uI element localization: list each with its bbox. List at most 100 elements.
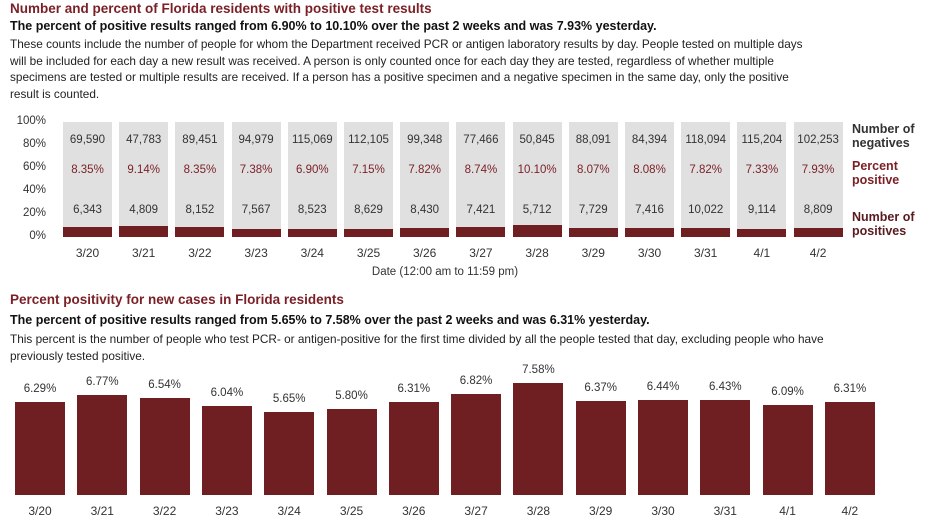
chart1-percent-label: 8.35% <box>183 164 217 176</box>
chart1-positives-bar <box>568 227 618 237</box>
chart2-bar <box>513 383 564 495</box>
chart2-bar <box>638 399 688 495</box>
chart2-value-label: 6.31% <box>397 382 431 395</box>
chart1-description: These counts include the number of peopl… <box>10 37 803 101</box>
chart1-negatives-label: 99,348 <box>407 134 443 146</box>
chart1-subtitle: The percent of positive results ranged f… <box>10 19 657 33</box>
chart2-value-label: 7.58% <box>522 364 555 376</box>
chart2-xtick: 3/26 <box>402 504 426 518</box>
chart1-percent-label: 7.15% <box>352 164 385 176</box>
chart1-xtick: 3/30 <box>637 246 662 260</box>
legend-percent-positive: Percent positive <box>852 159 900 187</box>
chart2-bar <box>77 394 128 495</box>
chart1-negatives-bar <box>175 122 225 228</box>
chart2-value-label: 6.44% <box>646 380 680 393</box>
chart2-description: This percent is the number of people who… <box>10 332 824 363</box>
chart1-negatives-label: 115,069 <box>291 134 333 146</box>
chart1-xtick: 3/22 <box>188 246 212 260</box>
chart2-value-label: 5.80% <box>335 390 368 403</box>
chart1: 100% 80% 60% 40% 20% 0% 69,590 8.35% 6,343 3/20 47… <box>16 115 843 260</box>
chart1-negatives-label: 118,094 <box>685 134 727 146</box>
chart2-value-label: 6.04% <box>210 386 244 399</box>
chart1-negatives-bar <box>63 122 112 228</box>
chart2-xtick: 3/23 <box>215 504 239 518</box>
chart1-positives-label: 7,567 <box>241 204 271 216</box>
chart2-value-label: 5.65% <box>272 392 306 405</box>
chart2-bar <box>326 409 377 495</box>
legend-positives: Number of positives <box>852 210 915 238</box>
chart1-percent-label: 9.14% <box>127 164 160 176</box>
chart1-positives-label: 7,729 <box>578 204 608 216</box>
chart1-positives-bar <box>287 229 337 237</box>
chart1-negatives-label: 94,979 <box>238 134 274 146</box>
chart1-negatives-label: 88,091 <box>575 134 611 146</box>
chart1-xtick: 3/31 <box>694 246 718 260</box>
chart1-xtick: 4/1 <box>753 246 771 260</box>
chart2-xtick: 3/20 <box>28 504 52 518</box>
chart1-percent-label: 7.93% <box>801 164 835 176</box>
chart1-positives-label: 5,712 <box>522 204 552 216</box>
chart2-value-label: 6.54% <box>148 379 181 392</box>
chart2-bar <box>15 402 65 495</box>
chart2-value-label: 6.43% <box>708 380 742 393</box>
chart1-positives-label: 7,416 <box>635 204 664 216</box>
chart2-bar <box>824 401 875 495</box>
chart1-xtick: 3/26 <box>413 246 437 260</box>
chart1-positives-bar <box>175 227 225 237</box>
chart1-negatives-bar <box>793 122 843 228</box>
chart2-bar <box>575 400 626 495</box>
chart2-title: Percent positivity for new cases in Flor… <box>10 292 344 307</box>
chart1-positives-bar <box>737 228 787 237</box>
chart1-positives-bar <box>625 227 674 237</box>
chart2-xtick: 3/24 <box>277 504 301 518</box>
chart1-negatives-label: 77,466 <box>463 134 499 146</box>
chart1-xtick: 3/24 <box>300 246 324 260</box>
chart2-xtick: 3/27 <box>464 504 488 518</box>
chart1-negatives-label: 50,845 <box>519 134 555 146</box>
chart2-bar <box>451 394 502 495</box>
chart2-bar <box>762 405 813 495</box>
chart2-xtick: 3/31 <box>713 504 737 518</box>
chart1-percent-label: 7.33% <box>745 164 779 176</box>
chart1-positives-label: 6,343 <box>73 204 102 216</box>
chart1-negatives-bar <box>568 122 618 228</box>
chart1-negatives-bar <box>737 122 787 229</box>
chart2-value-label: 6.37% <box>584 381 617 394</box>
chart1-percent-label: 7.82% <box>689 164 722 176</box>
chart2-bar <box>388 401 439 495</box>
chart1-positives-bar <box>231 228 281 237</box>
chart2-xtick: 4/1 <box>779 504 796 518</box>
chart1-percent-label: 8.35% <box>71 164 104 176</box>
chart1-negatives-label: 115,204 <box>741 134 783 146</box>
chart1-positives-bar <box>793 227 843 237</box>
chart1-positives-label: 8,629 <box>354 204 383 216</box>
chart1-ytick: 80% <box>22 138 46 150</box>
chart1-negatives-label: 69,590 <box>69 134 106 146</box>
chart1-title: Number and percent of Florida residents … <box>10 1 432 16</box>
chart1-ytick: 100% <box>16 115 46 127</box>
chart1-percent-label: 8.08% <box>633 164 666 176</box>
chart1-negatives-label: 112,105 <box>348 134 389 146</box>
chart2-xtick: 3/29 <box>589 504 613 518</box>
chart1-positives-bar <box>681 228 731 237</box>
chart1-xtick: 3/21 <box>132 246 156 260</box>
chart2-value-label: 6.09% <box>771 386 804 399</box>
chart1-percent-label: 8.74% <box>464 164 498 176</box>
chart1-xtick: 3/28 <box>525 246 549 260</box>
chart1-positives-bar <box>63 227 112 237</box>
chart1-ytick: 20% <box>22 207 46 219</box>
chart2-bar <box>264 411 315 495</box>
chart1-negatives-label: 47,783 <box>126 134 162 146</box>
chart1-positives-label: 10,022 <box>688 204 724 216</box>
chart2-value-label: 6.29% <box>23 383 57 396</box>
chart1-ytick: 60% <box>22 161 46 173</box>
chart1-positives-label: 8,809 <box>803 204 833 216</box>
chart1-positives-bar <box>456 226 506 237</box>
chart1-ytick: 40% <box>22 184 46 196</box>
chart1-xtick: 3/20 <box>75 246 100 260</box>
chart1-positives-label: 7,421 <box>466 204 496 216</box>
chart1-ytick: 0% <box>29 230 46 242</box>
chart1-positives-label: 8,152 <box>185 204 215 216</box>
chart1-positives-label: 9,114 <box>747 204 776 216</box>
chart1-negatives-label: 84,394 <box>631 134 668 146</box>
